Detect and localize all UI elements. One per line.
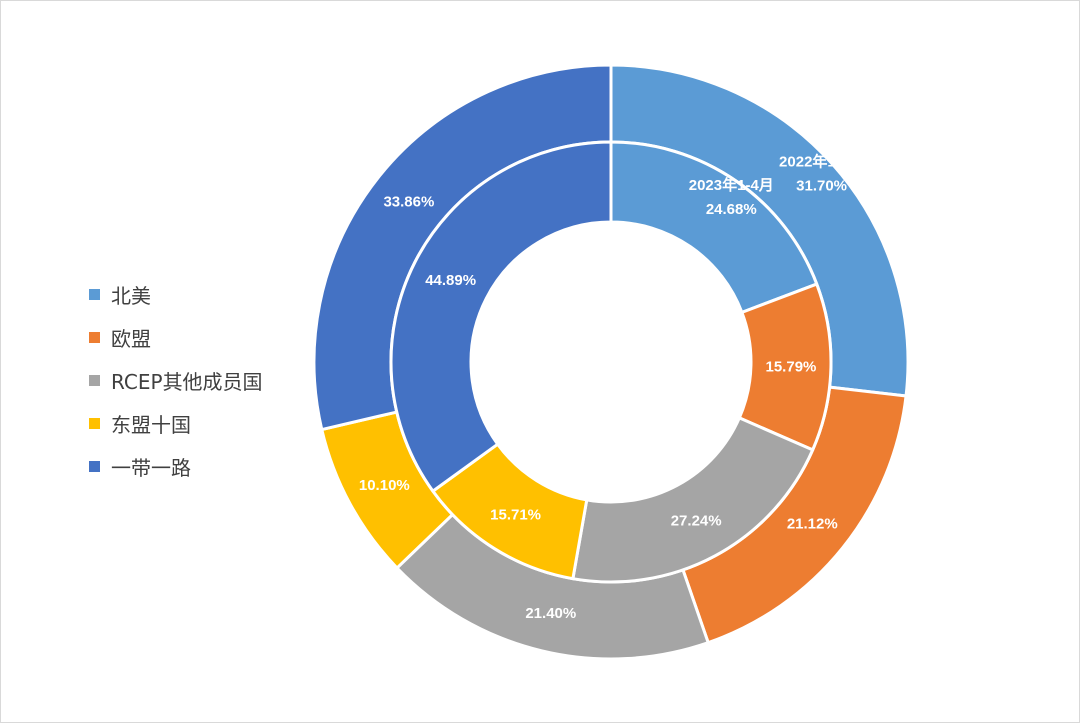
legend-item: 北美 [89,273,263,316]
legend-swatch [89,375,100,386]
legend-swatch [89,418,100,429]
legend-swatch [89,332,100,343]
data-label: 44.89% [425,272,476,289]
legend-label: 东盟十国 [111,413,191,437]
data-label: 21.40% [525,605,576,622]
data-label: 24.68% [706,201,757,218]
inner-segment-4 [389,140,613,493]
legend-label: 北美 [111,284,151,308]
legend: 北美 欧盟 RCEP其他成员国 东盟十国 一带一路 [89,273,263,488]
series-name-label: 2023年1-4月 [689,176,774,194]
legend-swatch [89,461,100,472]
series-name-label: 2022年1-4月 [779,152,864,170]
data-label: 31.70% [796,177,847,194]
legend-label: RCEP其他成员国 [111,370,263,394]
data-label: 15.79% [766,358,817,375]
legend-label: 一带一路 [111,456,191,480]
legend-swatch [89,289,100,300]
data-label: 21.12% [787,515,838,532]
data-label: 10.10% [359,477,410,494]
legend-item: 东盟十国 [89,402,263,445]
data-label: 15.71% [490,507,541,524]
legend-item: RCEP其他成员国 [89,359,263,402]
data-label: 27.24% [671,513,722,530]
legend-item: 一带一路 [89,445,263,488]
inner-ring [389,140,833,584]
inner-segment-2 [571,416,815,584]
outer-ring [312,63,910,661]
legend-label: 欧盟 [111,327,151,351]
data-label: 33.86% [383,194,434,211]
data-labels: 2022年1-4月 31.70% 21.12% 21.40% 10.10% 33.86% 2… [359,152,864,622]
legend-item: 欧盟 [89,316,263,359]
